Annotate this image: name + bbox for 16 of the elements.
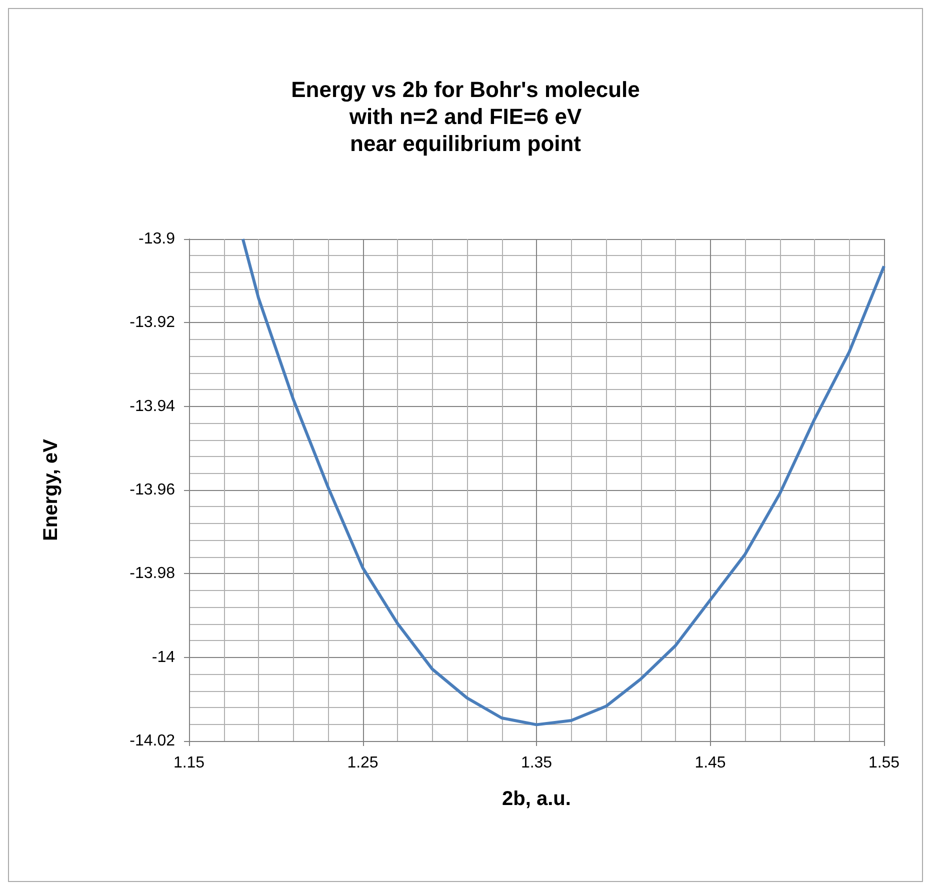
y-tick-label: -13.94 [130, 398, 176, 415]
x-tick-label: 1.35 [520, 754, 552, 772]
y-axis-title: Energy, eV [40, 438, 62, 541]
y-tick-label: -13.92 [130, 314, 176, 332]
y-tick-label: -14 [152, 648, 176, 666]
y-tick-label: -13.96 [130, 482, 176, 498]
y-tick-label: -13.98 [130, 565, 176, 582]
x-tick-label: 1.25 [347, 754, 378, 772]
y-tick-label: -14.02 [130, 732, 176, 750]
line-series [241, 238, 886, 726]
x-axis-title: 2b, a.u. [502, 788, 571, 810]
x-tick-label: 1.55 [868, 754, 900, 772]
chart-title: Energy vs 2b for Bohr's molecule with n=2 and FIE=6 eV near equilibrium point [291, 77, 640, 156]
y-tick-label: -13.9 [138, 230, 176, 248]
x-tick-label: 1.15 [173, 754, 205, 772]
x-tick-label: 1.45 [694, 754, 726, 772]
